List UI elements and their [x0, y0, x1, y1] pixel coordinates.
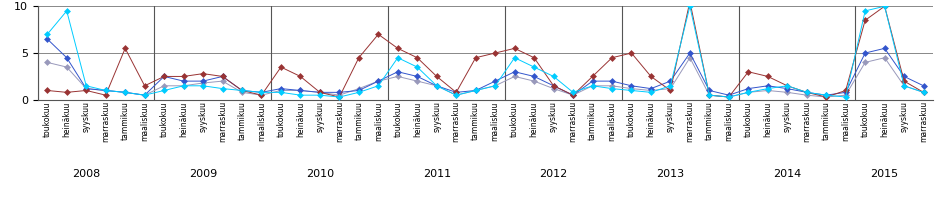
Text: 2008: 2008 [72, 169, 100, 179]
Text: 2012: 2012 [539, 169, 567, 179]
Text: 2011: 2011 [423, 169, 451, 179]
Text: 2014: 2014 [773, 169, 801, 179]
Text: 2009: 2009 [189, 169, 218, 179]
Text: 2013: 2013 [657, 169, 685, 179]
Text: 2015: 2015 [870, 169, 899, 179]
Text: 2010: 2010 [306, 169, 334, 179]
